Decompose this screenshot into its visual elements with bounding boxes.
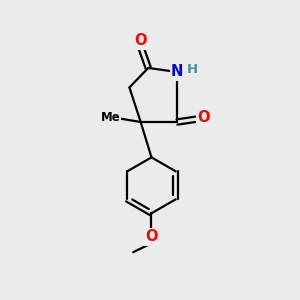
Text: O: O xyxy=(145,230,158,244)
Text: O: O xyxy=(135,33,147,48)
Text: O: O xyxy=(197,110,210,125)
Text: H: H xyxy=(187,63,198,76)
Text: Me: Me xyxy=(101,110,121,124)
Text: N: N xyxy=(171,64,183,80)
